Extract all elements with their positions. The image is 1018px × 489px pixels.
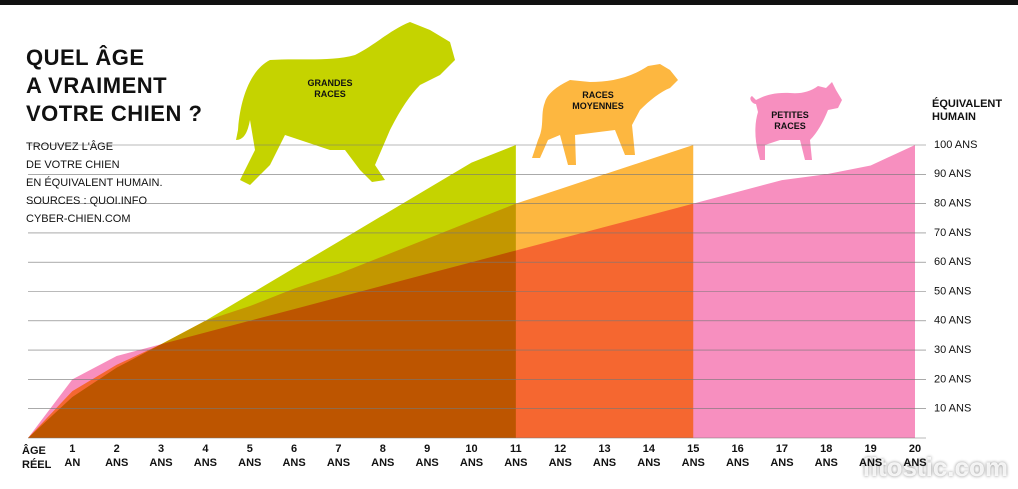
x-tick-label: 15 ANS <box>681 443 705 469</box>
x-tick-label: 13 ANS <box>592 443 617 469</box>
y-tick-label: 50 ANS <box>934 285 971 297</box>
legend-dogs <box>236 22 842 185</box>
legend-label: PETITES RACES <box>771 110 809 131</box>
y-tick-label: 80 ANS <box>934 198 971 210</box>
y-tick-label: 30 ANS <box>934 344 971 356</box>
x-axis-label: ÂGE RÉEL <box>22 445 52 471</box>
y-tick-label: 100 ANS <box>934 139 977 151</box>
y-tick-label: 10 ANS <box>934 403 971 415</box>
top-bar <box>0 0 1018 5</box>
x-tick-label: 11 ANS <box>504 443 528 469</box>
y-tick-label: 60 ANS <box>934 256 971 268</box>
y-tick-label: 20 ANS <box>934 373 971 385</box>
x-tick-label: 1 AN <box>64 443 81 469</box>
y-tick-label: 90 ANS <box>934 168 971 180</box>
x-tick-label: 20 ANS <box>903 443 927 469</box>
x-tick-label: 16 ANS <box>725 443 750 469</box>
x-tick-label: 10 ANS <box>459 443 484 469</box>
y-axis-label: ÉQUIVALENT HUMAIN <box>932 98 1003 123</box>
x-tick-label: 9 ANS <box>415 443 439 469</box>
x-tick-label: 12 ANS <box>548 443 572 469</box>
x-tick-label: 14 ANS <box>637 443 661 469</box>
y-tick-label: 40 ANS <box>934 315 971 327</box>
watermark: fitostic.com <box>862 452 1008 482</box>
legend-dog <box>532 64 678 165</box>
x-tick-label: 18 ANS <box>814 443 838 469</box>
legend-dog <box>236 22 455 185</box>
x-tick-label: 3 ANS <box>149 443 173 469</box>
x-tick-label: 5 ANS <box>238 443 262 469</box>
x-tick-label: 17 ANS <box>770 443 794 469</box>
x-tick-label: 8 ANS <box>371 443 395 469</box>
x-tick-label: 2 ANS <box>105 443 129 469</box>
x-tick-label: 6 ANS <box>282 443 306 469</box>
x-tick-label: 4 ANS <box>193 443 217 469</box>
x-tick-label: 19 ANS <box>859 443 883 469</box>
y-tick-label: 70 ANS <box>934 227 971 239</box>
legend-label: RACES MOYENNES <box>572 90 624 111</box>
subtitle: TROUVEZ L'ÂGE DE VOTRE CHIEN EN ÉQUIVALE… <box>26 141 163 225</box>
legend-label: GRANDES RACES <box>307 78 353 99</box>
legend-dog <box>750 82 842 160</box>
x-tick-label: 7 ANS <box>326 443 351 469</box>
chart-title: QUEL ÂGE A VRAIMENT VOTRE CHIEN ? <box>26 45 203 126</box>
